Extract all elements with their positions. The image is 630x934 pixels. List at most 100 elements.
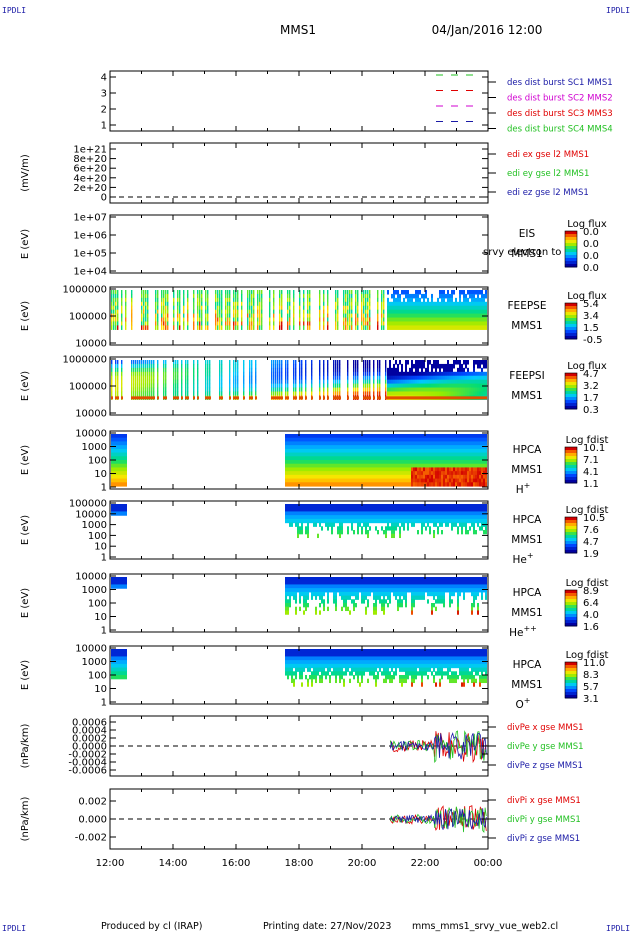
heatmap-cell [351, 471, 353, 476]
heatmap-cell [295, 360, 297, 365]
heatmap-cell [445, 317, 447, 323]
heatmap-cell [395, 325, 397, 330]
heatmap-cell [417, 467, 419, 472]
heatmap-cell [147, 297, 149, 303]
heatmap-cell [207, 363, 209, 369]
heatmap-cell [435, 313, 437, 319]
heatmap-cell [395, 515, 397, 520]
heatmap-cell [333, 456, 335, 461]
heatmap-cell [301, 518, 303, 524]
heatmap-cell [463, 383, 465, 389]
heatmap-cell [331, 460, 333, 465]
heatmap-cell [463, 290, 465, 295]
heatmap-cell [341, 437, 343, 443]
heatmap-cell [441, 515, 443, 520]
heatmap-cell [247, 297, 249, 303]
heatmap-cell [229, 360, 231, 365]
heatmap-cell [299, 317, 301, 323]
heatmap-cell [357, 515, 359, 520]
heatmap-cell [379, 445, 381, 450]
heatmap-cell [307, 507, 309, 513]
heatmap-cell [425, 317, 427, 323]
heatmap-cell [369, 441, 371, 446]
heatmap-cell [405, 441, 407, 446]
heatmap-cell [139, 363, 141, 369]
heatmap-cell [397, 383, 399, 389]
heatmap-cell [451, 507, 453, 513]
heatmap-cell [483, 371, 485, 377]
heatmap-cell [379, 371, 381, 377]
heatmap-cell [281, 379, 283, 385]
heatmap-cell [441, 456, 443, 461]
heatmap-cell [359, 504, 361, 509]
heatmap-cell [411, 452, 413, 457]
heatmap-cell [355, 452, 357, 457]
heatmap-cell [143, 375, 145, 381]
heatmap-cell [323, 391, 325, 397]
heatmap-cell [299, 290, 301, 295]
heatmap-cell [463, 482, 465, 487]
heatmap-cell [141, 309, 143, 315]
heatmap-cell [333, 396, 335, 400]
heatmap-cell [429, 463, 431, 469]
heatmap-cell [193, 293, 195, 299]
heatmap-cell [405, 325, 407, 330]
heatmap-cell [269, 321, 271, 327]
heatmap-cell [309, 518, 311, 524]
heatmap-cell [299, 313, 301, 319]
heatmap-cell [349, 317, 351, 323]
colorbar-segment [565, 376, 577, 380]
heatmap-cell [485, 482, 487, 487]
heatmap-cell [363, 507, 365, 513]
heatmap-cell [475, 301, 477, 307]
heatmap-cell [391, 518, 393, 524]
heatmap-cell [285, 391, 287, 397]
heatmap-cell [131, 325, 133, 330]
heatmap-cell [465, 321, 467, 327]
heatmap-cell [331, 522, 333, 527]
heatmap-cell [187, 360, 189, 365]
heatmap-cell [343, 313, 345, 319]
heatmap-cell [467, 383, 469, 389]
heatmap-cell [273, 321, 275, 327]
heatmap-cell [407, 305, 409, 311]
heatmap-cell [393, 290, 395, 295]
heatmap-cell [399, 391, 401, 397]
heatmap-cell [121, 383, 123, 389]
heatmap-cell [317, 437, 319, 443]
heatmap-cell [197, 293, 199, 299]
heatmap-cell [379, 437, 381, 443]
heatmap-cell [437, 504, 439, 509]
heatmap-cell [479, 301, 481, 307]
heatmap-cell [199, 290, 201, 295]
heatmap-cell [457, 317, 459, 323]
heatmap-cell [395, 290, 397, 295]
heatmap-cell [413, 448, 415, 454]
heatmap-cell [393, 309, 395, 315]
heatmap-cell [451, 313, 453, 319]
heatmap-cell [457, 321, 459, 327]
heatmap-cell [405, 518, 407, 524]
heatmap-cell [385, 391, 387, 397]
heatmap-cell [409, 434, 411, 439]
heatmap-cell [327, 301, 329, 307]
heatmap-cell [115, 301, 117, 307]
heatmap-cell [111, 325, 113, 330]
heatmap-cell [377, 445, 379, 450]
heatmap-cell [427, 371, 429, 377]
heatmap-cell [143, 317, 145, 323]
heatmap-cell [415, 507, 417, 513]
heatmap-cell [373, 482, 375, 487]
heatmap-cell [391, 437, 393, 443]
heatmap-cell [431, 309, 433, 315]
heatmap-cell [349, 301, 351, 307]
heatmap-cell [349, 441, 351, 446]
heatmap-cell [363, 478, 365, 483]
heatmap-cell [197, 371, 199, 377]
heatmap-cell [409, 482, 411, 487]
heatmap-cell [367, 463, 369, 469]
heatmap-cell [365, 445, 367, 450]
heatmap-cell [389, 437, 391, 443]
heatmap-cell [287, 313, 289, 319]
heatmap-cell [219, 367, 221, 373]
